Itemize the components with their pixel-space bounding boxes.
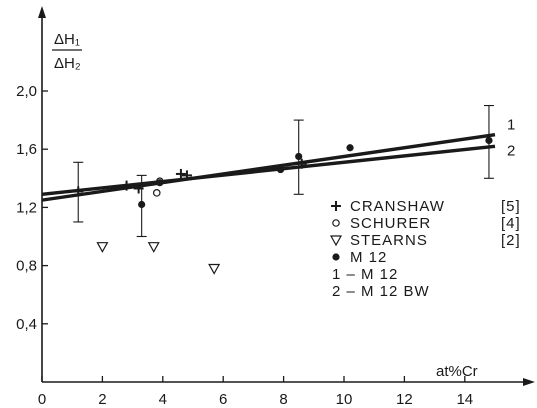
legend-label-cranshaw: CRANSHAW (350, 198, 445, 215)
data-point-stearns (147, 242, 160, 253)
x-axis-arrow (523, 378, 535, 386)
data-point-stearns (208, 263, 221, 275)
legend-ref-cranshaw: [5] (501, 198, 521, 215)
data-point-stearns (96, 242, 109, 253)
y-ticks: 0,4 0,8 1,2 1,6 2,0 (16, 83, 48, 333)
y-axis-arrow (38, 6, 46, 18)
data-point-m-12 (346, 144, 354, 152)
data-point-cranshaw (296, 158, 307, 169)
data-point-cranshaw (175, 168, 186, 179)
fit-line-label-1: 1 (507, 117, 515, 134)
data-point-m-12 (156, 179, 164, 187)
y-label-numerator: ΔH₁ (54, 31, 80, 48)
legend-marker-cranshaw (331, 201, 341, 211)
data-point-cranshaw (121, 180, 132, 191)
legend: CRANSHAW [5] SCHURER [4] STEARNS [2] M 121 – M… (329, 198, 521, 300)
x-tick-label: 12 (396, 391, 413, 408)
legend-ref-stearns: [2] (501, 232, 521, 249)
legend-marker-stearns (329, 235, 343, 247)
x-ticks: 0 2 4 6 8 10 12 14 (38, 376, 473, 408)
data-point-m-12 (138, 200, 146, 209)
y-axis-title: ΔH₁ ΔH₂ (52, 31, 82, 72)
x-tick-label: 2 (98, 391, 106, 408)
y-tick-label: 0,4 (16, 316, 37, 333)
legend-line-1: 1 – M 12 (332, 266, 398, 283)
y-label-denominator: ΔH₂ (54, 55, 81, 72)
x-tick-label: 14 (456, 391, 473, 408)
fit-line-label-2: 2 (507, 142, 515, 159)
data-point-cranshaw (181, 170, 192, 181)
legend-marker-m-12 (332, 253, 340, 261)
y-tick-label: 1,6 (16, 141, 37, 158)
x-tick-label: 10 (336, 391, 353, 408)
x-tick-label: 4 (159, 391, 167, 408)
legend-line-2: 2 – M 12 BW (332, 283, 430, 300)
y-tick-label: 1,2 (16, 199, 37, 216)
data-point-schurer (152, 189, 161, 197)
axes (38, 6, 535, 386)
legend-marker-schurer (332, 219, 340, 227)
x-axis-title: at%Cr (436, 363, 478, 380)
fit-line-2 (41, 144, 496, 196)
y-tick-label: 0,8 (16, 258, 37, 275)
x-tick-label: 6 (219, 391, 227, 408)
x-tick-label: 8 (279, 391, 287, 408)
data-point-cranshaw (133, 183, 144, 194)
fit-lines: 12 (41, 117, 515, 202)
legend-label-schurer: SCHURER (350, 215, 431, 232)
data-point-m-12 (276, 165, 285, 174)
x-tick-label: 0 (38, 391, 46, 408)
y-tick-label: 2,0 (16, 83, 37, 100)
data-point-m-12 (485, 136, 493, 145)
data-point-m-12 (295, 152, 303, 161)
data-point-cranshaw (73, 186, 84, 197)
data-points (73, 136, 493, 275)
legend-label-stearns: STEARNS (350, 232, 428, 249)
legend-ref-schurer: [4] (501, 215, 521, 232)
legend-label-m-12: M 12 (350, 249, 387, 266)
fit-line-1 (41, 132, 496, 202)
